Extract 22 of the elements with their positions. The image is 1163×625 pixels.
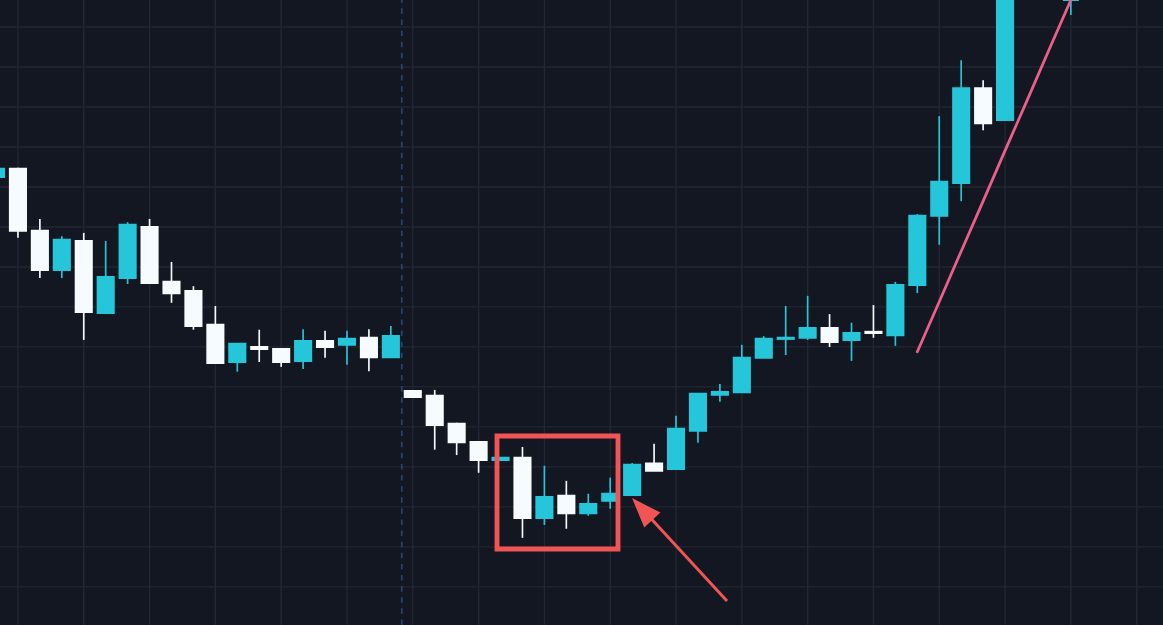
- candlestick: [316, 329, 335, 359]
- candlestick: [579, 492, 598, 517]
- candlestick: [557, 480, 576, 530]
- candlestick: [776, 305, 795, 356]
- candlestick: [535, 464, 554, 526]
- candlestick: [272, 347, 291, 368]
- candlestick: [820, 313, 839, 348]
- candlestick: [754, 335, 773, 359]
- candlestick: [359, 328, 378, 372]
- candlestick: [469, 440, 488, 474]
- candlestick: [228, 342, 247, 373]
- candlestick: [864, 304, 883, 339]
- candlestick: [381, 325, 400, 359]
- candlestick: [842, 321, 861, 362]
- candlestick: [294, 328, 313, 370]
- candlestick: [250, 328, 269, 363]
- candlestick: [1061, 0, 1080, 16]
- candlestick: [798, 294, 817, 341]
- candlestick: [162, 261, 181, 304]
- candlestick: [337, 329, 357, 366]
- candlestick: [645, 442, 664, 472]
- candlestick: [447, 421, 466, 456]
